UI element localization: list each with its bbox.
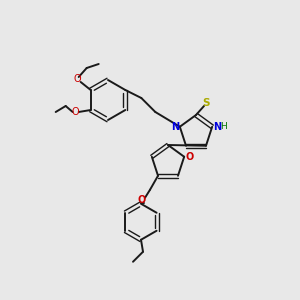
Text: O: O xyxy=(185,152,193,162)
Text: N: N xyxy=(213,122,221,132)
Text: O: O xyxy=(74,74,82,84)
Text: S: S xyxy=(202,98,210,108)
Text: N: N xyxy=(171,122,179,132)
Text: O: O xyxy=(72,107,80,117)
Text: H: H xyxy=(220,122,226,131)
Text: O: O xyxy=(138,195,146,205)
